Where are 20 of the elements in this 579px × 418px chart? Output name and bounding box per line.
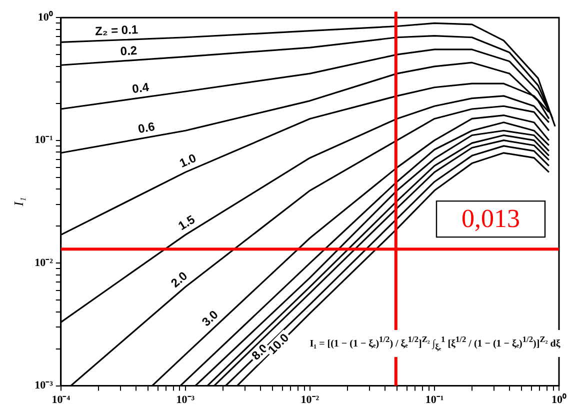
text: 1.5 — [176, 212, 198, 234]
ref-line-label: 0,013 — [462, 204, 520, 233]
text: 0.6 — [136, 119, 156, 136]
text: 0.4 — [131, 80, 150, 96]
x-tick-label: 10⁻² — [300, 394, 320, 406]
series-label: Z₂ = 0.1 — [94, 22, 139, 38]
text: 2.0 — [168, 268, 190, 290]
x-tick-label: 10⁻¹ — [425, 394, 444, 406]
text: 1.0 — [177, 150, 199, 170]
y-tick-label: 10⁻² — [34, 256, 54, 269]
x-tick-label: 10⁻⁴ — [52, 394, 71, 406]
y-tick-label: 10⁻¹ — [34, 134, 53, 146]
text: 3.0 — [199, 307, 222, 330]
y-tick-label: 10⁰ — [38, 10, 53, 24]
series-label: 0.2 — [120, 43, 138, 58]
y-tick-label: 10⁻³ — [34, 380, 54, 392]
y-axis-title: I₁ — [11, 197, 26, 208]
text: I₁ = [(1 − (1 − ξₑ)$^{1/2}$) / ξₑ$^{1/2}$]$^{Z₂}$ ∫$_{ξₑ}$$^{1}$ [ξ$^{1/2}$ / (1 − (1 − ξₑ)$^{1/2}$)]$^{Z₂}$ dξ — [310, 335, 560, 352]
x-tick-label: 10⁻³ — [176, 394, 196, 406]
x-tick-label: 10⁰ — [552, 393, 566, 406]
